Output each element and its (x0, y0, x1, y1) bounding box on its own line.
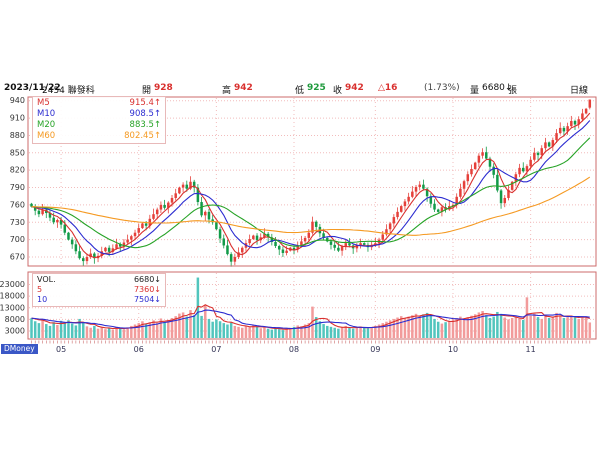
svg-text:05: 05 (56, 345, 66, 354)
day-ticks (31, 340, 591, 344)
period-selector[interactable]: 日線 (570, 86, 589, 96)
ma-legend-row: M10 908.5↑ (37, 109, 161, 119)
low-value: 925 (307, 83, 326, 93)
svg-text:880: 880 (10, 131, 25, 140)
high-value: 942 (234, 83, 253, 93)
ma-legend-row: M20 883.5↑ (37, 120, 161, 130)
volume-bars (30, 277, 592, 338)
source-watermark: DMoney (1, 344, 38, 354)
volume-label: 量 (470, 86, 480, 96)
svg-text:790: 790 (10, 183, 25, 192)
change-value: △16 (378, 83, 398, 93)
svg-text:13000: 13000 (0, 303, 25, 312)
high-label: 高 (222, 86, 232, 96)
close-label: 收 (333, 86, 343, 96)
svg-text:760: 760 (10, 200, 25, 209)
svg-text:06: 06 (134, 345, 144, 354)
ma-lines (31, 112, 591, 259)
vol-legend-row: 5 7360↓ (37, 285, 161, 294)
svg-text:3000: 3000 (5, 327, 25, 336)
quote-date: 2023/11/22 (4, 83, 61, 93)
open-label: 開 (142, 86, 152, 96)
svg-text:910: 910 (10, 114, 25, 123)
volume-legend: VOL. 6680↓ 5 7360↓ 10 7504↓ (32, 273, 166, 307)
vol-legend-row: 10 7504↓ (37, 295, 161, 304)
change-percent: (1.73%) (424, 83, 460, 93)
svg-text:09: 09 (370, 345, 380, 354)
open-value: 928 (154, 83, 173, 93)
axis-labels: 940 910 880 850 820 790 760 730 700 670 23000 18000… (0, 96, 536, 354)
ma-legend-row: M5 915.4↑ (37, 98, 161, 108)
svg-text:18000: 18000 (0, 292, 25, 301)
ma-legend-row: M60 802.45↑ (37, 131, 161, 141)
svg-text:10: 10 (448, 345, 458, 354)
svg-text:670: 670 (10, 253, 25, 262)
svg-text:850: 850 (10, 148, 25, 157)
svg-text:820: 820 (10, 166, 25, 175)
low-label: 低 (295, 86, 305, 96)
svg-text:940: 940 (10, 96, 25, 105)
svg-text:8000: 8000 (5, 315, 25, 324)
vol-legend-row: VOL. 6680↓ (37, 275, 161, 284)
pane-frames (27, 96, 597, 340)
volume-ma-lines (31, 304, 590, 330)
svg-text:11: 11 (526, 345, 536, 354)
svg-text:07: 07 (211, 345, 221, 354)
svg-text:08: 08 (289, 345, 299, 354)
symbol-name: 2454 聯發科 (42, 86, 95, 96)
volume-value: 6680↓ (482, 83, 513, 93)
svg-text:23000: 23000 (0, 280, 25, 289)
svg-text:700: 700 (10, 235, 25, 244)
svg-text:730: 730 (10, 218, 25, 227)
close-value: 942 (345, 83, 364, 93)
volume-unit: 張 (508, 86, 518, 96)
ma-legend: M5 915.4↑ M10 908.5↑ M20 883.5↑ M60 802.45↑ (32, 96, 166, 144)
